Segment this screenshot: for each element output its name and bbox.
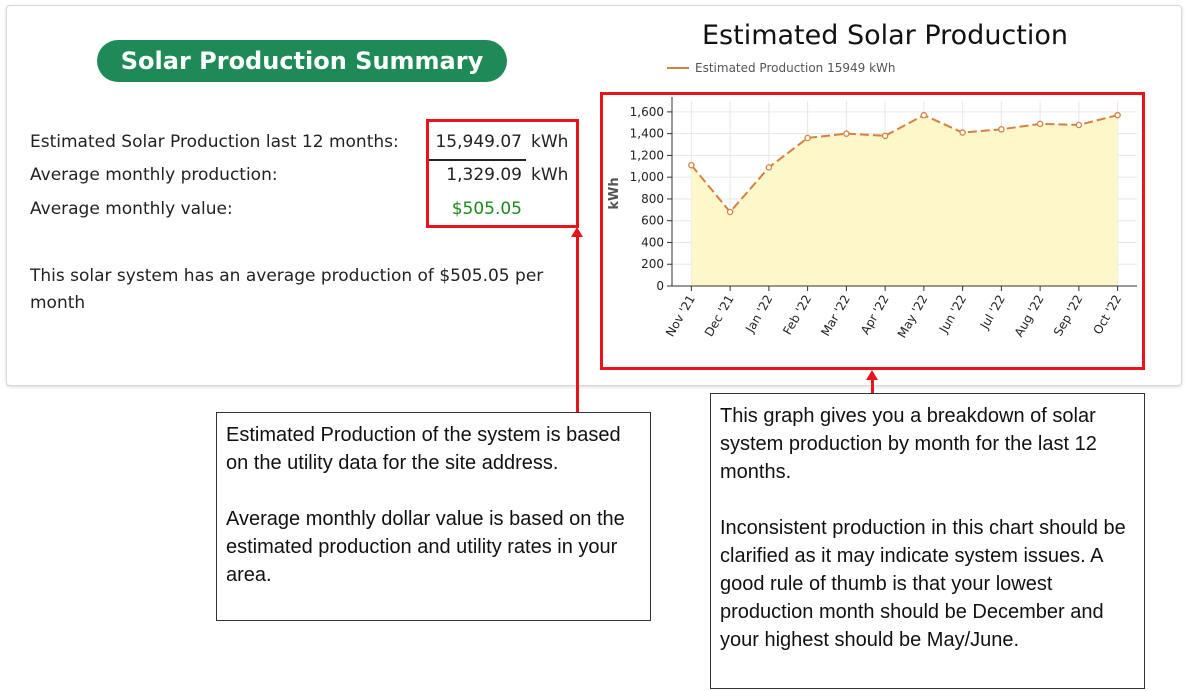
data-point bbox=[881, 132, 889, 140]
avg-monthly-value-amount: $505.05 bbox=[451, 199, 522, 219]
y-tick-label: 200 bbox=[641, 257, 664, 271]
chart-points bbox=[688, 111, 1121, 216]
chart-highlight-box bbox=[600, 92, 1145, 370]
legend-label: Estimated Production 15949 kWh bbox=[695, 61, 896, 75]
chart-legend: Estimated Production 15949 kWh bbox=[667, 61, 896, 75]
y-tick-label: 600 bbox=[641, 214, 664, 228]
y-tick-label: 1,400 bbox=[630, 127, 664, 141]
avg-monthly-value-label: Average monthly value: bbox=[30, 199, 233, 219]
data-point bbox=[843, 130, 850, 137]
value-divider bbox=[429, 159, 526, 161]
y-tick-label: 1,000 bbox=[630, 170, 664, 184]
y-tick-label: 1,600 bbox=[630, 105, 664, 119]
data-point bbox=[998, 126, 1005, 133]
avg-monthly-production-value: 1,329.09 bbox=[446, 165, 522, 185]
note-right-paragraph-2: Inconsistent production in this chart sh… bbox=[720, 517, 1126, 651]
avg-monthly-production-label: Average monthly production: bbox=[30, 165, 278, 185]
right-arrow-line bbox=[871, 378, 874, 393]
data-point bbox=[726, 208, 734, 216]
y-tick-label: 800 bbox=[641, 192, 664, 206]
data-point bbox=[804, 134, 811, 142]
chart-title: Estimated Solar Production bbox=[701, 20, 1069, 51]
data-point bbox=[1075, 121, 1083, 129]
data-point bbox=[688, 161, 695, 169]
left-arrow-line bbox=[576, 236, 579, 413]
y-axis-label: kWh bbox=[607, 177, 622, 209]
data-point bbox=[920, 111, 928, 119]
production-area-fill bbox=[691, 115, 1118, 286]
note-left-paragraph-2: Average monthly dollar value is based on… bbox=[226, 508, 625, 586]
y-tick-label: 400 bbox=[641, 235, 664, 249]
chart-axes bbox=[667, 97, 1137, 291]
left-arrow-head bbox=[571, 227, 583, 237]
y-tick-labels: 0 200 400 600 800 1,000 1,200 1,400 1,600 bbox=[630, 105, 664, 293]
production-explanation-note: Estimated Production of the system is ba… bbox=[216, 412, 651, 621]
summary-title-badge: Solar Production Summary bbox=[97, 40, 507, 82]
data-point bbox=[959, 129, 966, 136]
production-12mo-unit: kWh bbox=[531, 132, 569, 152]
note-left-paragraph-1: Estimated Production of the system is ba… bbox=[226, 424, 621, 474]
avg-monthly-production-unit: kWh bbox=[531, 165, 569, 185]
summary-description: This solar system has an average product… bbox=[30, 266, 544, 313]
production-series-line bbox=[690, 113, 1118, 214]
data-point bbox=[1114, 111, 1121, 119]
right-arrow-head bbox=[866, 370, 878, 380]
y-tick-label: 1,200 bbox=[630, 148, 664, 162]
chart-explanation-note: This graph gives you a breakdown of sola… bbox=[710, 393, 1145, 689]
note-right-paragraph-1: This graph gives you a breakdown of sola… bbox=[720, 405, 1097, 483]
data-point bbox=[1036, 120, 1044, 128]
values-highlight-box bbox=[426, 119, 579, 228]
legend-line-swatch bbox=[667, 67, 689, 69]
production-12mo-label: Estimated Solar Production last 12 month… bbox=[30, 132, 399, 152]
production-12mo-value: 15,949.07 bbox=[435, 132, 522, 152]
y-tick-label: 0 bbox=[656, 279, 664, 293]
data-point bbox=[765, 164, 773, 171]
